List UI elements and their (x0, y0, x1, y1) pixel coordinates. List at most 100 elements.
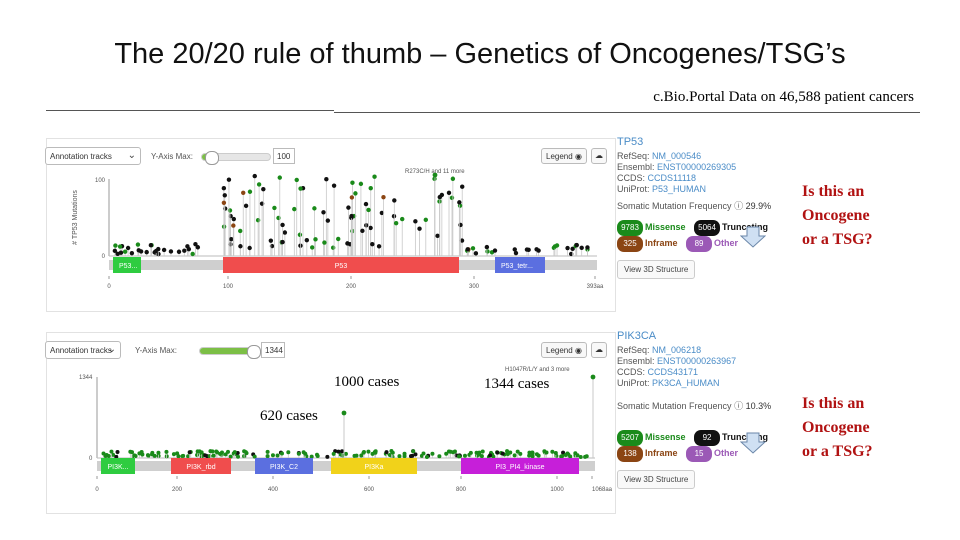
missense-count-badge[interactable]: 5207 (617, 430, 643, 446)
uniprot-label: UniProt: (617, 184, 650, 194)
tp53-download-button[interactable]: ☁ (591, 148, 607, 164)
tp53-uniprot-row: UniProt: P53_HUMAN (617, 184, 787, 195)
tp53-ccds-link[interactable]: CCDS11118 (647, 173, 697, 183)
pik3ca-view-3d-button[interactable]: View 3D Structure (617, 470, 696, 489)
tp53-annotation-tracks-dropdown[interactable]: Annotation tracks ⌄ (45, 147, 141, 165)
pik3ca-lollipop-head (437, 454, 442, 459)
tp53-lollipop-head (118, 250, 124, 255)
pik3ca-lollipop-head (275, 453, 280, 458)
tp53-yaxis-input[interactable]: 100 (273, 148, 295, 164)
pik3ca-uniprot-row: UniProt: PK3CA_HUMAN (617, 378, 787, 389)
pik3ca-lollipop-head (232, 450, 237, 455)
pik3ca-lollipop-head (527, 450, 532, 455)
tp53-lollipop-head (457, 200, 462, 205)
inframe-count-badge[interactable]: 138 (617, 446, 643, 462)
cloud-download-icon: ☁ (595, 345, 603, 354)
pik3ca-refseq-link[interactable]: NM_006218 (652, 345, 702, 355)
tp53-lollipop-head (261, 186, 266, 192)
other-count-badge[interactable]: 89 (686, 236, 713, 252)
pik3ca-annotation-tracks-dropdown[interactable]: Annotation tracks ⌄ (45, 341, 121, 359)
tp53-lollipop-head (280, 239, 285, 245)
pik3ca-download-button[interactable]: ☁ (591, 342, 607, 358)
pik3ca-lollipop-head (309, 454, 314, 459)
tp53-lollipop-head (368, 225, 373, 231)
pik3ca-legend-button[interactable]: Legend ◉ (541, 342, 587, 358)
tp53-lollipop-head (349, 195, 355, 200)
tp53-lollipop-head (282, 230, 288, 235)
pik3ca-lollipop-head (561, 450, 566, 455)
pik3ca-lollipop-head (495, 450, 500, 455)
slide-subtitle: c.Bio.Portal Data on 46,588 patient canc… (653, 89, 914, 105)
tp53-toolbar: Annotation tracks ⌄ Y-Axis Max: 100 Lege… (45, 139, 615, 169)
tp53-lollipop-head (256, 182, 262, 187)
pik3ca-ensembl-link[interactable]: ENST00000263967 (657, 356, 737, 366)
other-label: Other (714, 448, 739, 458)
pik3ca-lollipop-head (199, 450, 204, 455)
tp53-lollipop-head (473, 251, 479, 256)
other-count-badge[interactable]: 15 (686, 446, 713, 462)
tp53-legend-button[interactable]: Legend ◉ (541, 148, 587, 164)
tp53-lollipop-head (229, 237, 234, 242)
truncating-label: Truncating (722, 432, 769, 442)
tp53-lollipop-plot: 100 0 # TP53 Mutations R273C/H and 11 more P… (72, 169, 604, 290)
pik3ca-lollipop-head (444, 451, 449, 456)
pik3ca-lollipop-head (181, 453, 186, 458)
pik3ca-lollipop-head (265, 454, 270, 459)
tp53-lollipop-head (512, 247, 517, 252)
pik3ca-yaxis-slider-handle[interactable] (247, 345, 261, 359)
tp53-lollipop-head (227, 208, 233, 213)
tp53-uniprot-link[interactable]: P53_HUMAN (652, 184, 707, 194)
pik3ca-lollipop-head (195, 453, 200, 458)
inframe-count-badge[interactable]: 325 (617, 236, 643, 252)
pik3ca-hotspot-label: H1047R/L/Y and 3 more (505, 367, 570, 373)
truncating-count-badge[interactable]: 92 (694, 430, 721, 446)
tp53-refseq-link[interactable]: NM_000546 (652, 151, 702, 161)
divider-right (334, 112, 920, 113)
refseq-label: RefSeq: (617, 151, 650, 161)
tp53-yaxis-slider-handle[interactable] (205, 151, 219, 165)
pik3ca-lollipop-head (573, 451, 578, 456)
tp53-lollipop-head (450, 176, 456, 181)
tp53-lollipop-head (579, 245, 584, 250)
pik3ca-x-tick-label: 600 (364, 487, 375, 493)
tp53-lollipop-head (322, 240, 327, 245)
tp53-lollipop-head (117, 244, 123, 249)
question-line-3: or a TSG? (802, 231, 873, 248)
tp53-ensembl-link[interactable]: ENST00000269305 (657, 162, 737, 172)
tp53-mutation-frequency: Somatic Mutation Frequency ⓘ 29.9% (617, 199, 787, 212)
truncating-count-badge[interactable]: 5064 (694, 220, 721, 236)
tp53-yaxis-label: Y-Axis Max: (151, 152, 193, 161)
pik3ca-lollipop-head (446, 449, 451, 454)
pik3ca-mutation-badges: 5207 Missense 92 Truncating 138 Inframe 15 O… (617, 430, 787, 462)
tp53-lollipop-head (168, 249, 174, 254)
tp53-lollipop-head (435, 233, 440, 239)
tp53-lollipop-head (526, 247, 531, 253)
tp53-gene-info: TP53 RefSeq: NM_000546 Ensembl: ENST0000… (617, 136, 787, 279)
info-icon[interactable]: ⓘ (734, 201, 744, 211)
tp53-ensembl-row: Ensembl: ENST00000269305 (617, 162, 787, 173)
tp53-lollipop-head (243, 203, 249, 209)
info-icon[interactable]: ⓘ (734, 401, 744, 411)
pik3ca-lollipop-head (336, 449, 341, 454)
tp53-gene-name[interactable]: TP53 (617, 136, 644, 148)
pik3ca-lollipop-head (366, 449, 371, 454)
pik3ca-lollipop-head (384, 450, 389, 455)
tp53-question: Is this an Oncogene or a TSG? (802, 180, 873, 252)
pik3ca-lollipop-head (568, 454, 573, 459)
pik3ca-uniprot-link[interactable]: PK3CA_HUMAN (652, 378, 720, 388)
tp53-lollipop-head (470, 246, 476, 251)
missense-count-badge[interactable]: 9783 (617, 220, 643, 236)
refseq-label: RefSeq: (617, 345, 650, 355)
cloud-download-icon: ☁ (595, 151, 603, 160)
pik3ca-gene-name[interactable]: PIK3CA (617, 330, 657, 342)
tp53-view-3d-button[interactable]: View 3D Structure (617, 260, 696, 279)
pik3ca-yaxis-input[interactable]: 1344 (261, 342, 285, 358)
pik3ca-refseq-row: RefSeq: NM_006218 (617, 345, 787, 356)
tp53-lollipop-head (294, 177, 299, 183)
tp53-lollipop-head (484, 244, 490, 250)
pik3ca-lollipop-head (203, 453, 208, 458)
tp53-lollipop-head (449, 195, 455, 200)
pik3ca-ensembl-row: Ensembl: ENST00000263967 (617, 356, 787, 367)
tp53-lollipop-head (400, 216, 405, 222)
pik3ca-ccds-link[interactable]: CCDS43171 (647, 367, 699, 377)
